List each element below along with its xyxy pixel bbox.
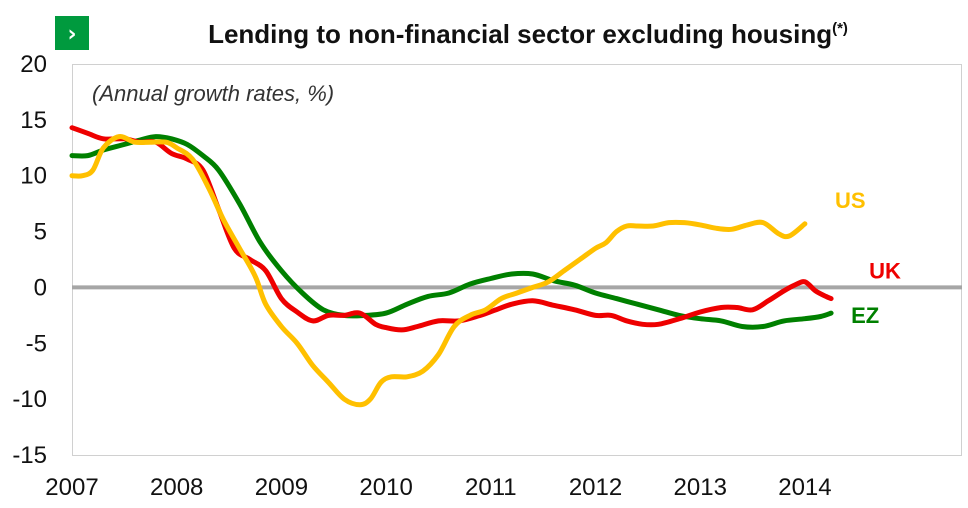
x-tick-label: 2010 — [359, 474, 412, 501]
chart-title-footnote-mark: (*) — [832, 20, 848, 37]
y-tick-label: -5 — [26, 330, 47, 357]
y-tick-label: -10 — [12, 386, 47, 413]
x-tick-label: 2009 — [255, 474, 308, 501]
series-label-ez: EZ — [851, 303, 879, 328]
series-layer — [69, 125, 834, 408]
y-tick-label: 0 — [34, 274, 47, 301]
series-label-us: US — [835, 188, 866, 213]
x-tick-label: 2008 — [150, 474, 203, 501]
series-line-uk — [69, 125, 834, 333]
x-tick-label: 2013 — [674, 474, 727, 501]
series-label-layer: US UK EZ — [835, 188, 901, 328]
series-line-ez — [69, 134, 834, 330]
chevron-right-icon: › — [67, 22, 76, 47]
y-tick-label: 15 — [20, 107, 47, 134]
x-tick-label: 2014 — [778, 474, 831, 501]
plot-area-frame — [72, 64, 962, 456]
x-tick-label: 2012 — [569, 474, 622, 501]
x-tick-label: 2007 — [45, 474, 98, 501]
series-line-us — [69, 134, 808, 408]
series-label-uk: UK — [869, 259, 901, 284]
title-badge — [55, 16, 89, 50]
chart-title-text: Lending to non-financial sector excludin… — [208, 19, 832, 49]
y-tick-label: 5 — [34, 219, 47, 246]
chart-title: Lending to non-financial sector excludin… — [208, 19, 848, 49]
y-tick-label: 10 — [20, 163, 47, 190]
chart-subtitle: (Annual growth rates, %) — [92, 81, 334, 106]
y-tick-label: -15 — [12, 442, 47, 469]
y-tick-label: 20 — [20, 51, 47, 78]
x-tick-label: 2011 — [465, 474, 517, 501]
axis-labels: 20 15 10 5 0 -5 -10 -15 2007 2008 2009 2010 2011 2012… — [12, 51, 831, 501]
